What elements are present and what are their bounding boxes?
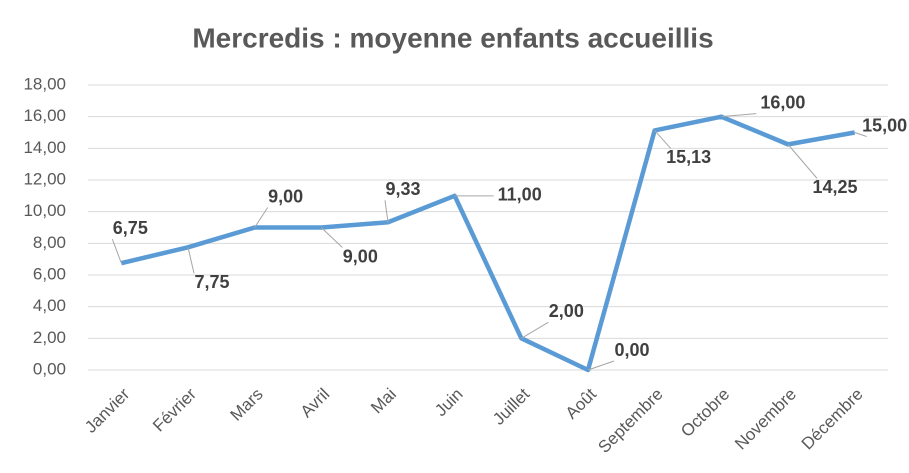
- y-tick-label: 16,00: [23, 106, 66, 125]
- leader-line: [654, 130, 672, 149]
- x-tick-label: Février: [149, 384, 200, 435]
- data-label: 9,33: [385, 179, 420, 199]
- x-tick-label: Août: [562, 384, 600, 422]
- data-label: 0,00: [614, 340, 649, 360]
- leader-line: [320, 227, 343, 248]
- x-tick-label: Juillet: [489, 384, 533, 428]
- leader-line: [384, 200, 389, 223]
- x-tick-label: Mai: [367, 385, 400, 418]
- y-tick-label: 12,00: [23, 169, 66, 188]
- data-label: 2,00: [549, 301, 584, 321]
- x-tick-label: Juin: [431, 385, 466, 420]
- data-label: 14,25: [812, 177, 857, 197]
- data-label: 16,00: [760, 92, 805, 112]
- y-tick-label: 10,00: [23, 201, 66, 220]
- data-label: 11,00: [498, 185, 542, 205]
- leader-line: [721, 113, 757, 118]
- y-tick-label: 14,00: [23, 138, 66, 157]
- y-tick-label: 0,00: [33, 359, 66, 378]
- x-tick-label: Décembre: [798, 385, 867, 454]
- data-label: 15,13: [666, 147, 711, 167]
- x-tick-label: Septembre: [594, 385, 666, 457]
- leader-line: [111, 238, 122, 264]
- y-tick-label: 2,00: [33, 328, 66, 347]
- x-tick-label: Mars: [227, 385, 267, 425]
- leader-line: [187, 247, 195, 274]
- leader-line: [587, 360, 615, 371]
- data-label: 9,00: [268, 186, 303, 206]
- leader-line: [521, 321, 549, 339]
- data-label: 7,75: [194, 272, 229, 292]
- y-tick-label: 4,00: [33, 296, 66, 315]
- data-label: 6,75: [113, 218, 148, 238]
- leader-line: [787, 144, 818, 179]
- line: [120, 114, 856, 373]
- x-tick-label: Octobre: [677, 385, 733, 441]
- x-tick-label: Janvier: [81, 384, 133, 436]
- y-tick-label: 8,00: [33, 233, 66, 252]
- x-tick-label: Novembre: [731, 385, 800, 454]
- x-tick-label: Avril: [297, 385, 334, 422]
- y-tick-label: 18,00: [23, 74, 66, 93]
- y-tick-label: 6,00: [33, 264, 66, 283]
- chart-title: Mercredis : moyenne enfants accueillis: [192, 22, 713, 53]
- data-label: 15,00: [862, 115, 907, 135]
- data-label: 9,00: [343, 246, 378, 266]
- leader-line: [254, 207, 269, 228]
- leader-line: [854, 132, 867, 137]
